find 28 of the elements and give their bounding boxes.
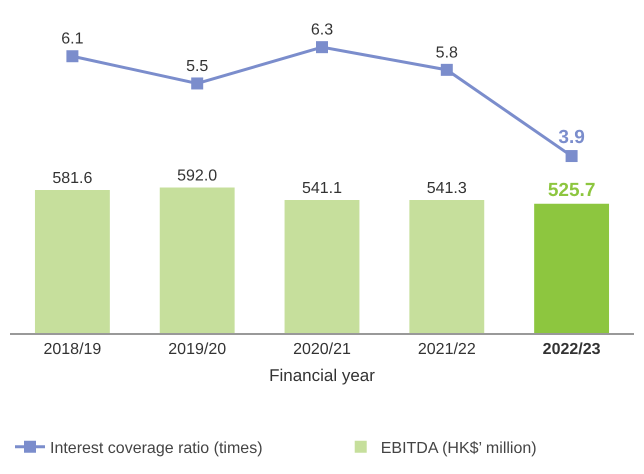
data-label: 592.0 [177,168,218,184]
bar [160,188,235,333]
x-tick-label: 2018/19 [43,340,102,358]
x-tick-label: 2021/22 [418,340,476,358]
x-tick-label: 2019/20 [168,340,226,358]
bar [534,204,610,333]
point [566,150,578,162]
point [191,77,204,90]
legend-label: Interest coverage ratio (times) [50,440,263,458]
x-tick-label: 2020/21 [293,340,352,358]
legend-label: EBITDA (HK$’ million) [380,440,537,458]
bar [34,190,110,333]
point [440,64,453,76]
data-label: 5.8 [436,44,458,62]
point [316,41,328,54]
data-label: 3.9 [558,126,585,148]
data-label: 541.1 [302,180,342,198]
bar [409,200,484,333]
data-label: 6.1 [61,30,84,48]
data-label: 5.5 [186,58,208,75]
x-axis-title: Financial year [269,366,376,385]
data-label: 581.6 [52,170,92,188]
data-label: 525.7 [548,180,596,201]
bar [284,200,360,333]
point [66,50,78,62]
data-label: 541.3 [426,180,467,197]
data-label: 6.3 [310,22,334,39]
x-tick-label: 2022/23 [542,340,601,358]
